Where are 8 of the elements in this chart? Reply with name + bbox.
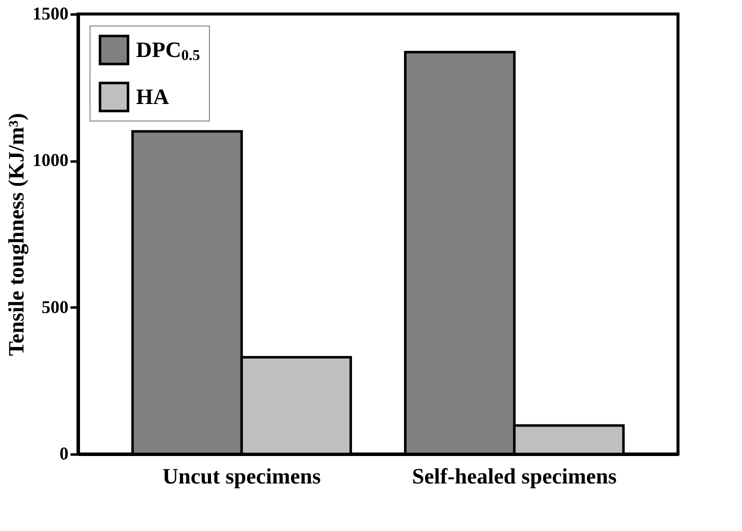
y-tick-label: 1500 — [32, 4, 68, 24]
x-tick-label: Self-healed specimens — [412, 464, 618, 488]
y-tick-label: 500 — [42, 296, 68, 317]
x-tick-label: Uncut specimens — [162, 464, 322, 488]
legend-label: HA — [136, 84, 170, 109]
y-tick-label: 1000 — [32, 150, 68, 170]
y-axis-title: Tensile toughness (KJ/m³) — [4, 113, 28, 356]
y-tick-label: 0 — [60, 444, 68, 464]
